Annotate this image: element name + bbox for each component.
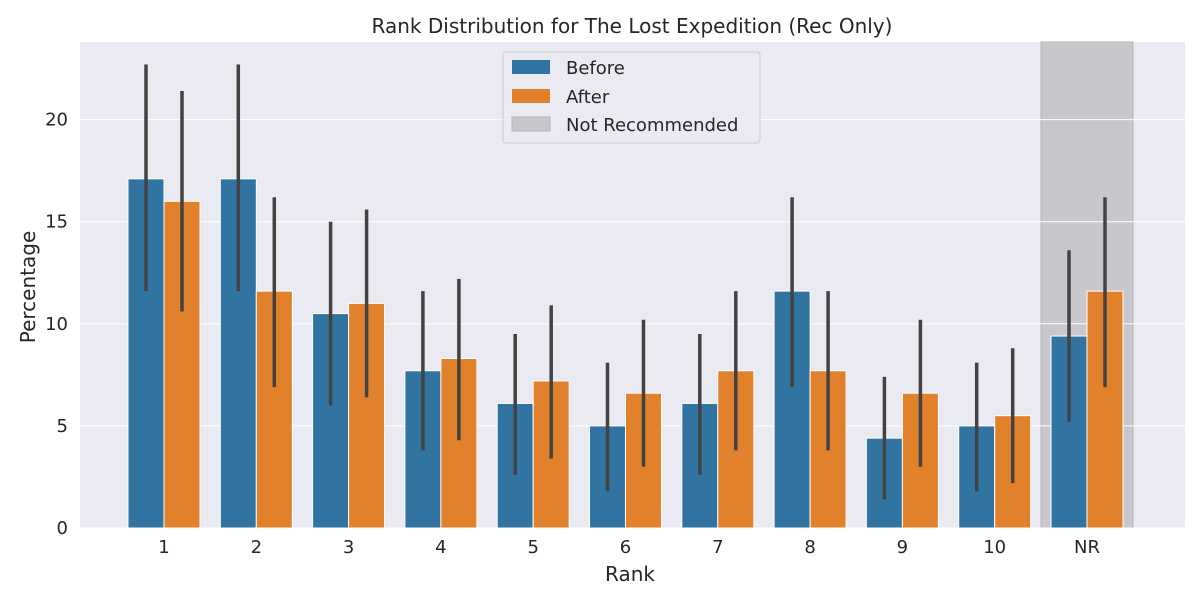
x-tick-label: 2 xyxy=(251,537,262,558)
x-tick-label: 6 xyxy=(620,537,631,558)
legend-swatch-not-recommended xyxy=(511,116,551,132)
legend: Before After Not Recommended xyxy=(502,51,761,144)
x-tick-label: 8 xyxy=(804,537,815,558)
x-tick-label: 7 xyxy=(712,537,723,558)
legend-label-not-recommended: Not Recommended xyxy=(566,115,738,136)
x-tick-label: 10 xyxy=(983,537,1006,558)
x-tick-label: 3 xyxy=(343,537,354,558)
x-tick-label: 4 xyxy=(435,537,446,558)
x-axis-label: Rank xyxy=(605,562,655,586)
x-tick-label: NR xyxy=(1074,537,1100,558)
x-tick-label: 9 xyxy=(897,537,908,558)
y-tick-label: 0 xyxy=(57,518,68,539)
x-tick-label: 1 xyxy=(158,537,169,558)
legend-swatch-after xyxy=(512,89,550,103)
y-tick-label: 15 xyxy=(45,212,68,233)
chart-title: Rank Distribution for The Lost Expeditio… xyxy=(372,14,893,38)
y-tick-label: 5 xyxy=(57,416,68,437)
legend-label-after: After xyxy=(566,87,610,108)
x-tick-label: 5 xyxy=(527,537,538,558)
y-tick-label: 10 xyxy=(45,314,68,335)
legend-label-before: Before xyxy=(566,58,625,79)
legend-frame xyxy=(502,51,761,144)
legend-swatch-before xyxy=(512,60,550,74)
y-tick-label: 20 xyxy=(45,110,68,131)
y-axis-label: Percentage xyxy=(16,231,40,344)
